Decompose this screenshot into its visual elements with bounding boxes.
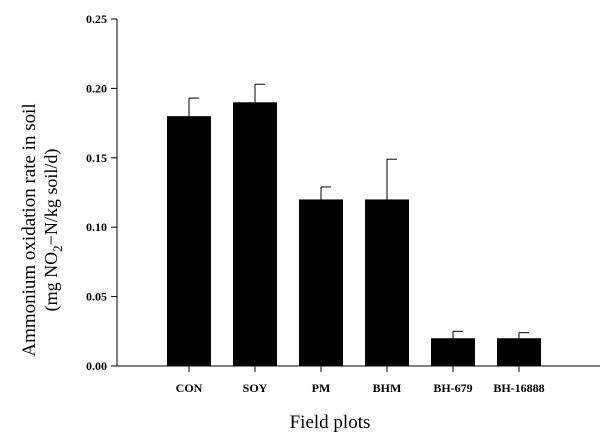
bar-con	[167, 116, 211, 366]
x-ticks-group: CON SOY PM BHM BH-679 BH-16888	[176, 366, 545, 395]
x-tick-label: PM	[312, 381, 331, 395]
error-bars-group	[188, 83, 529, 339]
y-axis-title-suffix: −N/kg soil/d)	[41, 149, 62, 246]
error-bar-soy	[254, 83, 265, 103]
y-tick-label: 0.10	[86, 220, 107, 234]
y-axis-title: Ammonium oxidation rate in soil (mg NO2−…	[19, 103, 65, 356]
y-tick-label: 0.00	[86, 359, 107, 373]
bar-soy	[233, 102, 277, 366]
bar-bh-679	[431, 338, 475, 366]
y-axis-title-subscript: 2	[50, 245, 65, 252]
x-tick-label: BH-16888	[493, 381, 544, 395]
y-tick-label: 0.15	[86, 151, 107, 165]
y-ticks-group: 0.00 0.05 0.10 0.15 0.20 0.25	[86, 12, 117, 373]
error-bar-bhm	[386, 158, 397, 200]
x-tick-label: BH-679	[433, 381, 472, 395]
y-axis-title-prefix: (mg NO	[41, 252, 62, 312]
error-bar-con	[188, 97, 199, 117]
error-bar-bh-16888	[518, 332, 529, 339]
x-axis-title: Field plots	[290, 412, 371, 433]
x-tick-label: BHM	[373, 381, 402, 395]
y-tick-label: 0.20	[86, 81, 107, 95]
x-tick-label: SOY	[243, 381, 268, 395]
x-tick-label: CON	[176, 381, 203, 395]
y-axis-title-line1: Ammonium oxidation rate in soil	[19, 103, 40, 356]
y-axis-title-line2: (mg NO2−N/kg soil/d)	[41, 149, 65, 312]
bar-bhm	[365, 199, 409, 366]
y-tick-label: 0.05	[86, 290, 107, 304]
bar-bh-16888	[497, 338, 541, 366]
y-tick-label: 0.25	[86, 12, 107, 26]
bar-pm	[299, 199, 343, 366]
bars-group	[167, 102, 541, 366]
error-bar-pm	[320, 186, 331, 200]
error-bar-bh-679	[452, 330, 463, 339]
